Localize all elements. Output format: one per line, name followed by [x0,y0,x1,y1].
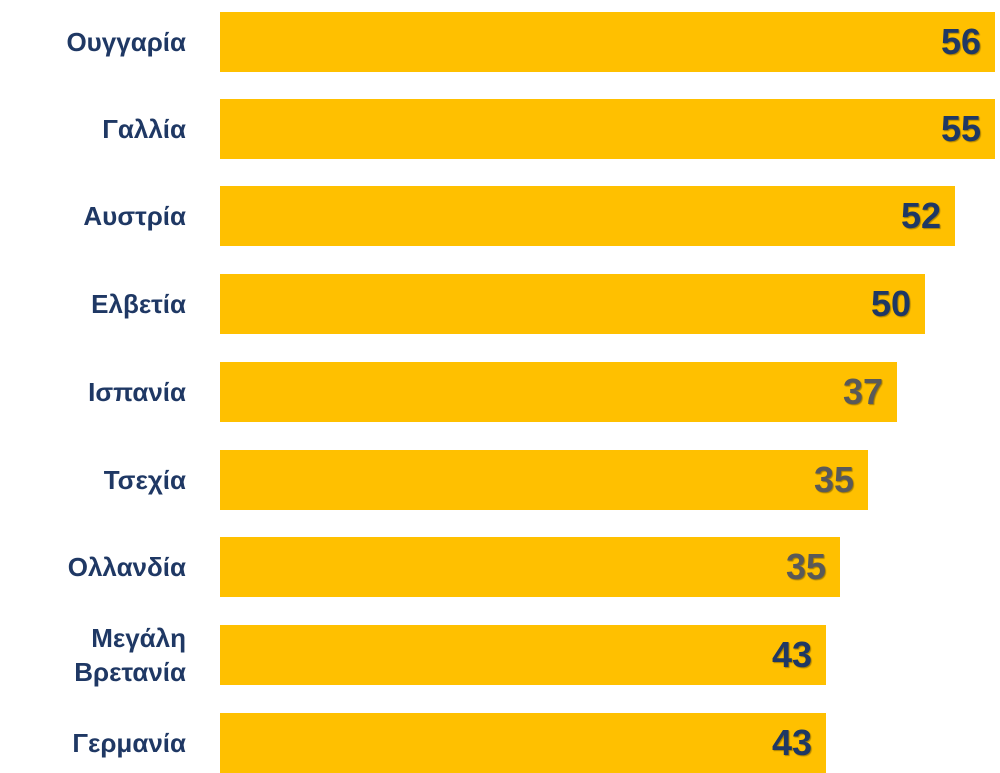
row-label: Ολλανδία [67,552,186,582]
row-label: Μεγάλη Βρετανία [74,623,186,687]
value-label: 37 [842,371,883,412]
row-label: Γερμανία [72,728,186,758]
value-label: 35 [785,546,826,587]
bar: 43 [220,625,826,685]
value-label: 50 [870,283,911,324]
value-label: 56 [940,21,981,62]
row-label: Ισπανία [88,377,186,407]
row-label: Γαλλία [102,114,186,144]
value-label: 52 [900,195,941,236]
value-label: 43 [771,722,812,763]
bar: 50 [220,274,925,334]
bar: 37 [220,362,897,422]
row-label: Αυστρία [83,201,186,231]
row-label: Ουγγαρία [66,27,186,57]
bar: 56 [220,12,995,72]
value-label: 43 [771,634,812,675]
bar: 55 [220,99,995,159]
row-label: Τσεχία [103,465,186,495]
row-label: Ελβετία [91,289,186,319]
bar: 43 [220,713,826,773]
value-label: 55 [940,108,981,149]
bar: 35 [220,537,840,597]
bar: 52 [220,186,955,246]
value-label: 35 [813,459,854,500]
bar: 35 [220,450,868,510]
